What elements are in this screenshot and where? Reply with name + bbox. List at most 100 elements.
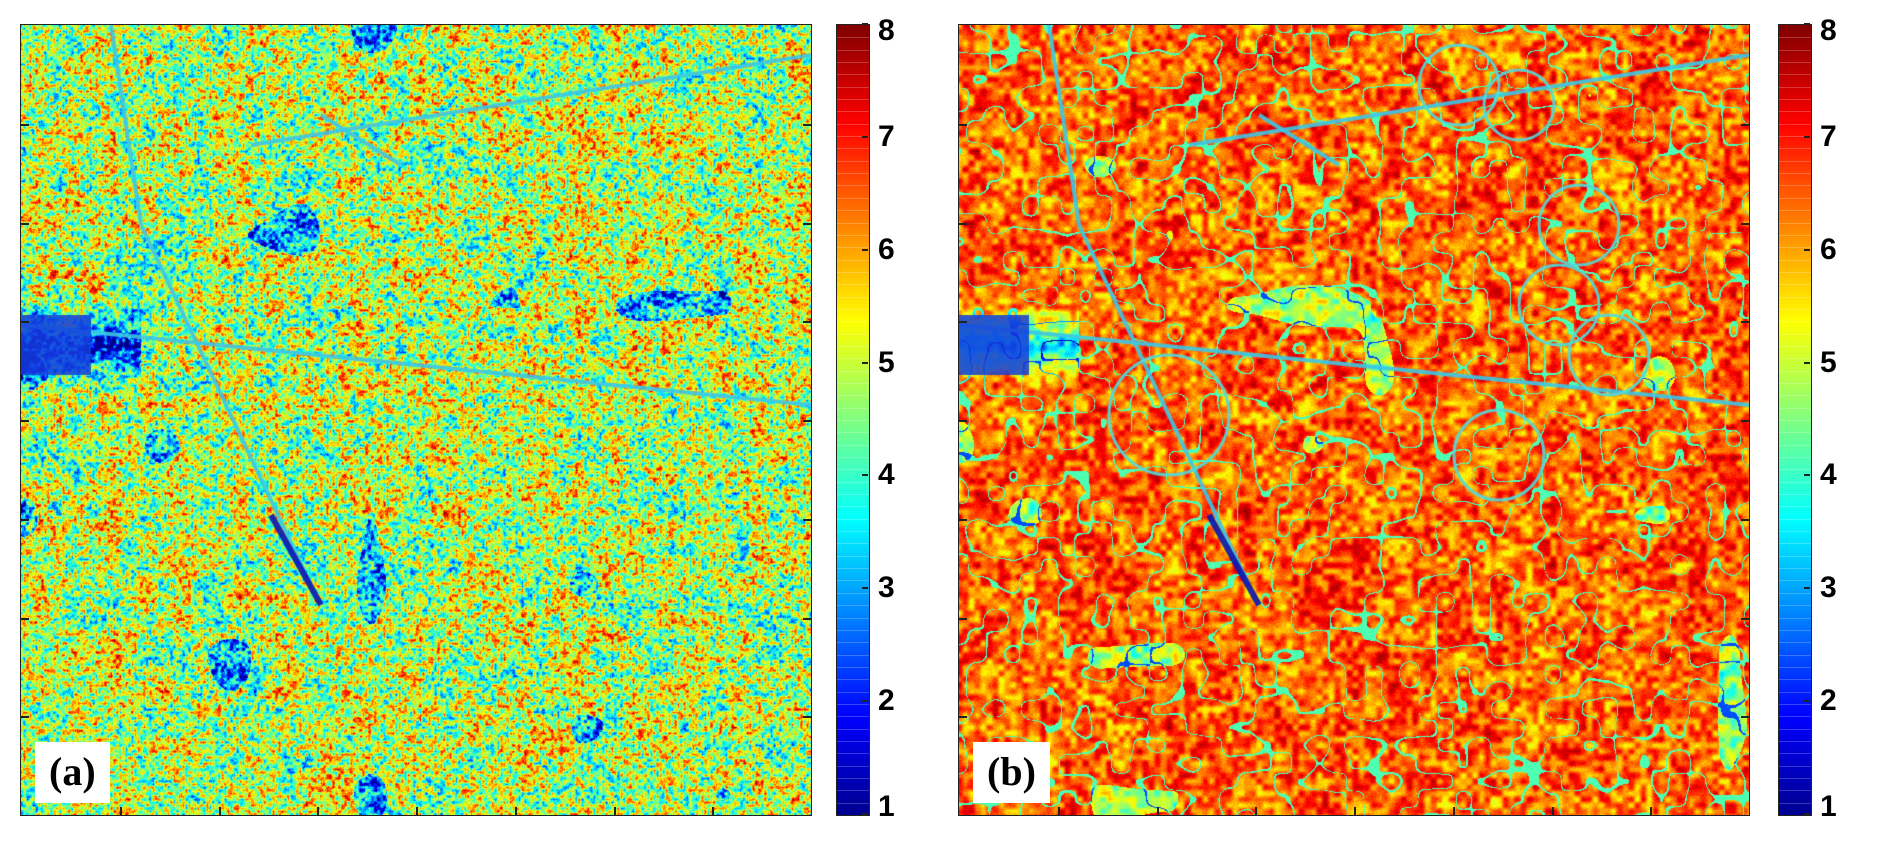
axis-tick: [120, 807, 122, 815]
axis-tick: [959, 124, 967, 126]
colorbar-band: [837, 667, 869, 668]
axis-tick: [1157, 807, 1159, 815]
axis-tick: [959, 716, 967, 718]
colorbar-band: [1779, 321, 1811, 322]
colorbar-band: [1779, 297, 1811, 298]
colorbar-band: [837, 655, 869, 656]
colorbar-band: [1779, 408, 1811, 409]
colorbar-band: [837, 556, 869, 557]
colorbar-band: [837, 445, 869, 446]
colorbar-tick-label: 8: [878, 14, 895, 47]
colorbar-band: [837, 543, 869, 544]
colorbar-band: [1779, 605, 1811, 606]
colorbar-band: [1779, 124, 1811, 125]
axis-tick: [614, 807, 616, 815]
colorbar-band: [837, 37, 869, 38]
colorbar-tick: [862, 249, 868, 251]
colorbar-tick-label: 6: [878, 233, 895, 266]
colorbar-band: [1779, 457, 1811, 458]
colorbar-band: [1779, 247, 1811, 248]
colorbar-band: [1779, 210, 1811, 211]
axis-tick: [803, 519, 811, 521]
colorbar-band: [1779, 148, 1811, 149]
colorbar-band: [837, 753, 869, 754]
colorbar-band: [837, 124, 869, 125]
axis-tick: [21, 716, 29, 718]
colorbar-band: [837, 605, 869, 606]
colorbar-band: [1779, 223, 1811, 224]
axis-tick: [1741, 223, 1749, 225]
colorbar-tick-label: 4: [1820, 458, 1837, 491]
axis-tick: [21, 519, 29, 521]
colorbar-band: [837, 395, 869, 396]
axis-tick: [1453, 807, 1455, 815]
colorbar-band: [1779, 778, 1811, 779]
colorbar-band: [837, 568, 869, 569]
colorbar-band: [837, 173, 869, 174]
axis-tick: [515, 807, 517, 815]
colorbar-tick: [1804, 249, 1810, 251]
colorbar-tick-label: 3: [1820, 571, 1837, 604]
colorbar-band: [1779, 346, 1811, 347]
colorbar-tick-label: 5: [878, 346, 895, 379]
colorbar-band: [1779, 99, 1811, 100]
axis-tick: [21, 618, 29, 620]
colorbar-band: [1779, 790, 1811, 791]
heatmap-image-a: [21, 25, 811, 815]
colorbar-band: [837, 729, 869, 730]
colorbar-band: [1779, 260, 1811, 261]
colorbar-tick-label: 5: [1820, 346, 1837, 379]
colorbar-a: [836, 24, 870, 816]
colorbar-tick-label: 4: [878, 458, 895, 491]
axis-tick: [1552, 807, 1554, 815]
colorbar-band: [1779, 185, 1811, 186]
colorbar-band: [1779, 161, 1811, 162]
colorbar-band: [837, 87, 869, 88]
colorbar-band: [1779, 284, 1811, 285]
colorbar-tick-label: 1: [878, 790, 895, 823]
colorbar-band: [1779, 667, 1811, 668]
colorbar-band: [837, 136, 869, 137]
axis-tick: [959, 420, 967, 422]
colorbar-band: [837, 74, 869, 75]
axis-tick: [959, 618, 967, 620]
colorbar-band: [837, 284, 869, 285]
colorbar-tick: [862, 587, 868, 589]
colorbar-band: [1779, 371, 1811, 372]
heatmap-image-b: [959, 25, 1749, 815]
colorbar-band: [1779, 62, 1811, 63]
colorbar-band: [837, 309, 869, 310]
colorbar-band: [837, 297, 869, 298]
colorbar-tick-label: 7: [878, 120, 895, 153]
colorbar-band: [837, 778, 869, 779]
colorbar-band: [1779, 519, 1811, 520]
axis-tick: [1354, 807, 1356, 815]
image-panel-a: (a): [20, 24, 812, 816]
axis-tick: [1741, 519, 1749, 521]
colorbar-band: [1779, 556, 1811, 557]
colorbar-band: [1779, 618, 1811, 619]
axis-tick: [803, 716, 811, 718]
colorbar-band: [1779, 482, 1811, 483]
colorbar-band: [1779, 494, 1811, 495]
colorbar-band: [837, 235, 869, 236]
axis-tick: [21, 420, 29, 422]
axis-tick: [1741, 420, 1749, 422]
axis-tick: [1741, 321, 1749, 323]
colorbar-band: [837, 210, 869, 211]
colorbar-band: [837, 198, 869, 199]
colorbar-band: [1779, 630, 1811, 631]
colorbar-band: [1779, 753, 1811, 754]
colorbar-band: [837, 383, 869, 384]
colorbar-band: [1779, 334, 1811, 335]
colorbar-band: [1779, 655, 1811, 656]
axis-tick: [959, 519, 967, 521]
colorbar-band: [1779, 741, 1811, 742]
colorbar-tick: [862, 136, 868, 138]
colorbar-tick: [862, 362, 868, 364]
colorbar-band: [1779, 469, 1811, 470]
colorbar-band: [1779, 173, 1811, 174]
colorbar-band: [837, 618, 869, 619]
colorbar-band: [1779, 568, 1811, 569]
axis-tick: [1741, 124, 1749, 126]
